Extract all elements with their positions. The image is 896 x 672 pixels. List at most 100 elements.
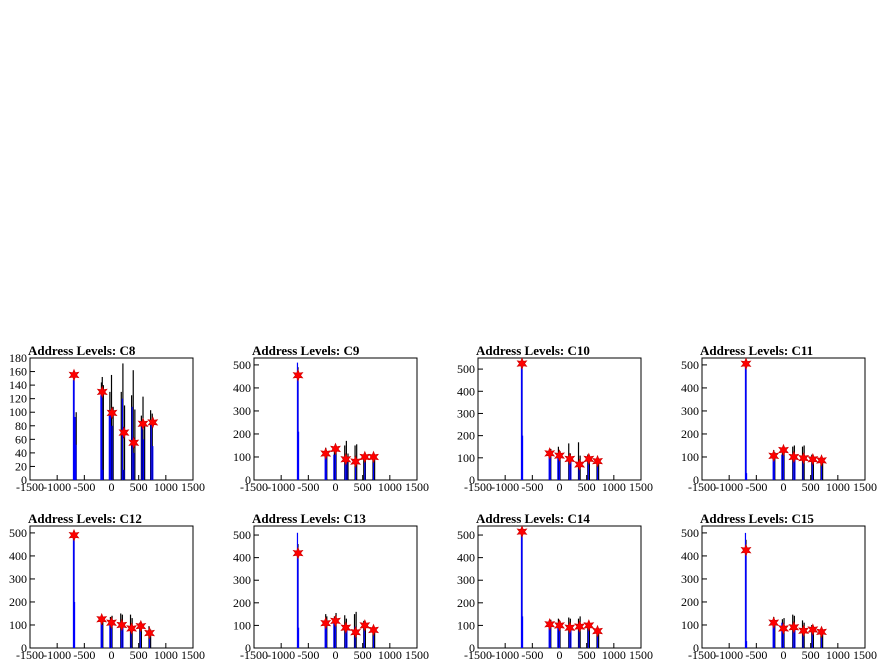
y-tick-label: 300: [681, 404, 699, 418]
peak-marker: [788, 450, 800, 464]
y-tick-label: 500: [233, 528, 251, 542]
peak-marker: [292, 368, 304, 382]
y-tick-label: 200: [457, 429, 475, 443]
x-tick-label: -1000: [267, 648, 295, 662]
x-tick-label: -500: [297, 480, 319, 494]
y-tick-label: 0: [693, 473, 699, 487]
peak-marker: [68, 528, 80, 542]
chart-panel-c9: Address Levels: C9 0 100 200 300 400 500 -1500-…: [224, 336, 448, 504]
chart-title: Address Levels: C12: [28, 511, 142, 526]
y-tick-label: 500: [233, 358, 251, 372]
x-tick-label: -1500: [688, 480, 716, 494]
x-tick-label: 1000: [826, 480, 850, 494]
peak-marker: [359, 450, 371, 464]
x-tick-label: 500: [802, 648, 820, 662]
chart-title: Address Levels: C11: [700, 343, 813, 358]
peak-marker: [147, 416, 159, 429]
peak-marker: [350, 455, 362, 468]
peak-marker: [778, 622, 789, 635]
peak-marker: [320, 616, 332, 630]
x-tick-label: 500: [578, 648, 596, 662]
peak-marker: [592, 454, 604, 468]
x-tick-label: 1000: [154, 480, 178, 494]
y-tick-label: 100: [9, 618, 27, 632]
chart-svg: Address Levels: C90100200300400500-1500-…: [233, 343, 429, 494]
y-tick-label: 500: [681, 358, 699, 372]
peak-marker: [583, 452, 595, 466]
x-tick-label: 1000: [602, 648, 626, 662]
y-tick-label: 400: [9, 549, 27, 563]
x-tick-label: -1000: [43, 648, 71, 662]
y-tick-label: 300: [457, 406, 475, 420]
peak-marker: [292, 546, 304, 560]
chart-title: Address Levels: C15: [700, 511, 814, 526]
y-tick-label: 0: [469, 641, 475, 655]
x-tick-label: 1000: [378, 480, 402, 494]
y-tick-label: 160: [9, 365, 27, 379]
y-tick-label: 300: [233, 404, 251, 418]
y-tick-label: 300: [681, 572, 699, 586]
peak-marker: [574, 620, 586, 633]
x-tick-label: 0: [109, 480, 115, 494]
peak-marker: [320, 447, 332, 460]
peak-marker: [564, 621, 576, 634]
peak-marker: [592, 624, 604, 638]
x-tick-label: -1500: [16, 480, 44, 494]
chart-svg: Address Levels: C80204060801001201401601…: [9, 343, 205, 494]
chart-panel-c15: Address Levels: C15 0 100 200 300 400 500 -1500…: [672, 504, 896, 672]
y-tick-label: 300: [233, 573, 251, 587]
peak-marker: [788, 620, 800, 634]
peak-marker: [768, 449, 780, 463]
chart-title: Address Levels: C8: [28, 343, 136, 358]
peak-marker: [778, 443, 789, 457]
x-tick-label: -1000: [715, 648, 743, 662]
peak-marker: [340, 452, 352, 466]
chart-panel-c11: Address Levels: C11 0 100 200 300 400 500 -1500…: [672, 336, 896, 504]
x-tick-label: 0: [333, 648, 339, 662]
x-tick-label: -500: [521, 648, 543, 662]
y-tick-label: 180: [9, 351, 27, 365]
peak-marker: [137, 417, 149, 431]
x-tick-label: -500: [73, 480, 95, 494]
y-tick-label: 0: [693, 641, 699, 655]
chart-svg: Address Levels: C12 0 100 200 300 400 500 -1500…: [9, 511, 205, 662]
peak-marker: [544, 617, 556, 631]
x-tick-label: -1500: [16, 648, 44, 662]
peak-marker: [340, 621, 352, 634]
y-tick-label: 100: [457, 451, 475, 465]
x-tick-label: 1500: [629, 648, 653, 662]
peak-marker: [516, 525, 528, 538]
x-tick-label: 500: [130, 648, 148, 662]
y-tick-label: 140: [9, 378, 27, 392]
x-tick-label: 500: [354, 648, 372, 662]
y-tick-label: 400: [233, 551, 251, 565]
y-tick-label: 500: [9, 526, 27, 540]
x-tick-label: -1500: [464, 480, 492, 494]
x-tick-label: 1000: [154, 648, 178, 662]
y-tick-label: 500: [457, 362, 475, 376]
chart-svg: Address Levels: C13 0 100 200 300 400 500 -1500…: [233, 511, 429, 662]
x-tick-label: -500: [297, 648, 319, 662]
x-tick-label: 0: [557, 480, 563, 494]
x-tick-label: -1000: [491, 648, 519, 662]
peak-marker: [544, 447, 556, 460]
y-tick-label: 80: [15, 419, 27, 433]
peak-marker: [554, 449, 565, 462]
x-tick-label: -1000: [491, 480, 519, 494]
chart-title: Address Levels: C13: [252, 511, 366, 526]
chart-svg: Address Levels: C15 0 100 200 300 400 500 -1500…: [681, 511, 877, 662]
y-tick-label: 300: [457, 573, 475, 587]
chart-title: Address Levels: C10: [476, 343, 590, 358]
peak-marker: [330, 614, 341, 628]
y-tick-label: 200: [457, 596, 475, 610]
peak-marker: [96, 612, 108, 626]
y-tick-label: 400: [457, 551, 475, 565]
x-tick-label: 1500: [405, 480, 429, 494]
x-tick-label: -500: [73, 648, 95, 662]
peak-marker: [368, 450, 380, 464]
x-tick-label: -1500: [240, 480, 268, 494]
peak-marker: [96, 385, 108, 399]
peak-marker: [128, 436, 140, 450]
peak-marker: [798, 624, 810, 638]
x-tick-label: 1500: [853, 648, 877, 662]
